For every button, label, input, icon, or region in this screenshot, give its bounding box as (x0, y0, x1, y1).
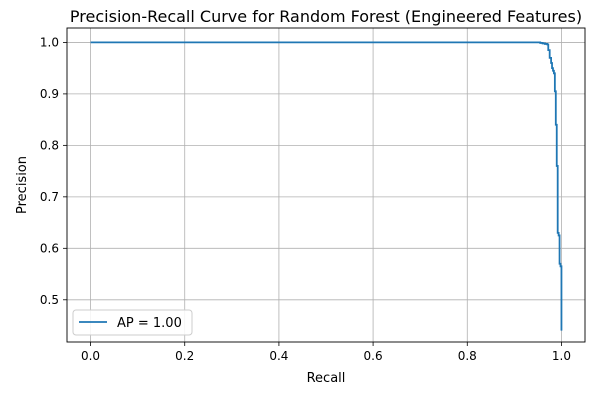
legend-box (72, 309, 193, 336)
x-tick-label-3: 0.6 (364, 349, 383, 363)
ticks: 0.0 0.2 0.4 0.6 0.8 1.0 0.5 0.6 0.7 0.8 0.9 1.0 (40, 35, 571, 363)
y-axis-label: Precision (15, 156, 30, 214)
y-tick-label-2: 0.7 (40, 190, 59, 204)
legend: AP = 1.00 (72, 309, 193, 336)
legend-label: AP = 1.00 (117, 316, 182, 331)
chart-title: Precision-Recall Curve for Random Forest… (70, 7, 582, 26)
x-tick-label-1: 0.2 (175, 349, 194, 363)
x-tick-label-5: 1.0 (552, 349, 571, 363)
y-tick-label-1: 0.6 (40, 241, 59, 255)
x-tick-label-2: 0.4 (269, 349, 288, 363)
y-tick-label-4: 0.9 (40, 87, 59, 101)
y-tick-label-0: 0.5 (40, 293, 59, 307)
x-tick-label-0: 0.0 (81, 349, 100, 363)
series-layer (90, 41, 563, 331)
x-axis-label: Recall (307, 371, 346, 386)
axes-frame (66, 27, 586, 343)
series-line-0 (90, 41, 563, 331)
y-tick-label-5: 1.0 (40, 35, 59, 49)
y-tick-label-3: 0.8 (40, 138, 59, 152)
x-tick-label-4: 0.8 (458, 349, 477, 363)
